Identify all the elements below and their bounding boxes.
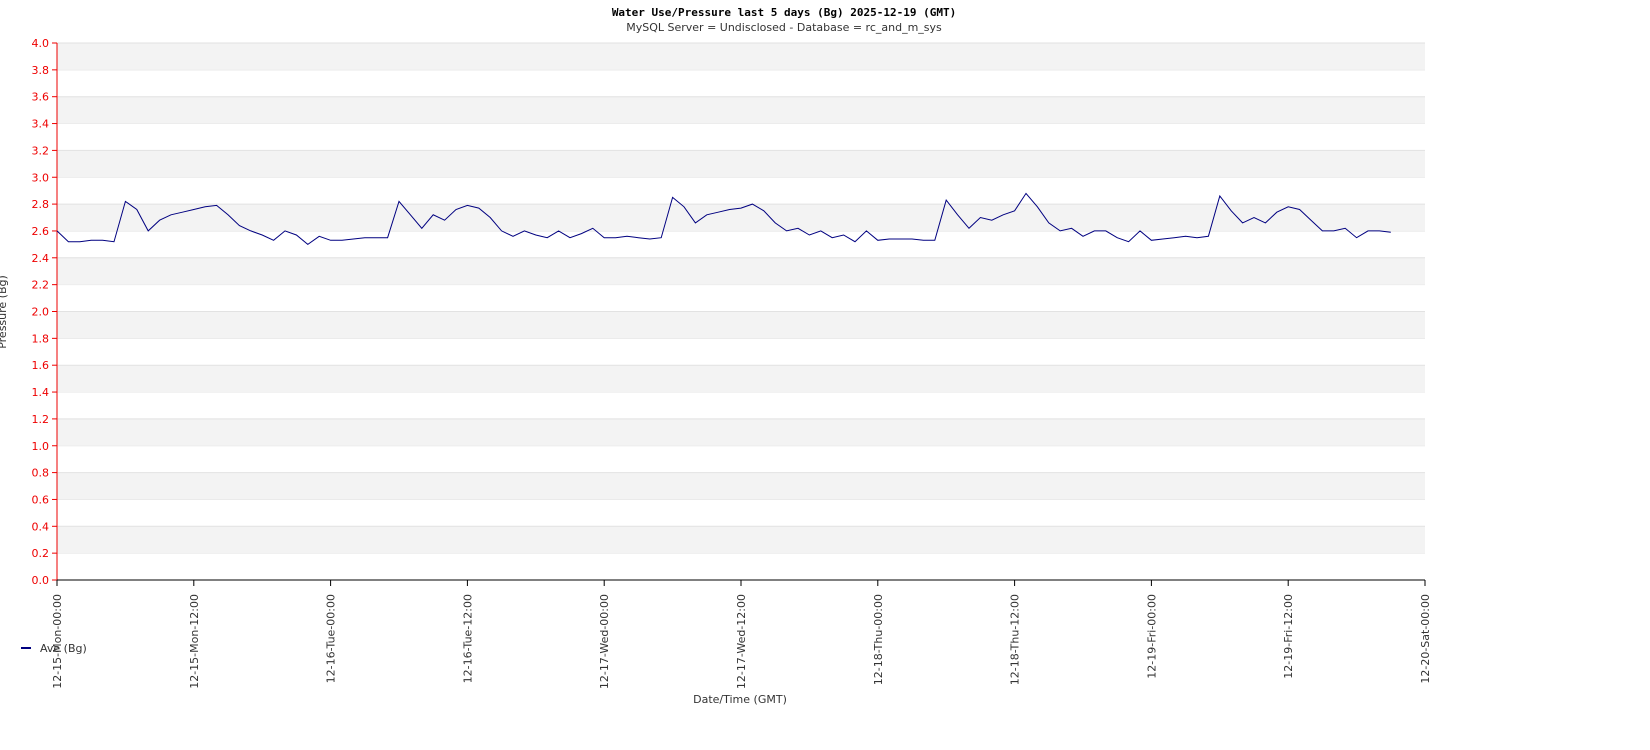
- y-tick-label: 1.0: [32, 440, 50, 453]
- y-tick-label: 0.2: [32, 547, 50, 560]
- x-tick-label: 12-16-Tue-12:00: [461, 594, 474, 683]
- y-tick-label: 2.8: [32, 198, 50, 211]
- x-tick-label: 12-17-Wed-00:00: [598, 594, 611, 689]
- x-tick-label: 12-15-Mon-12:00: [188, 594, 201, 689]
- x-tick-label: 12-19-Fri-12:00: [1282, 594, 1295, 679]
- y-tick-label: 1.2: [32, 413, 50, 426]
- y-tick-label: 4.0: [32, 37, 50, 50]
- grid-band: [57, 418, 1425, 446]
- chart-title: Water Use/Pressure last 5 days (Bg) 2025…: [612, 6, 956, 19]
- grid-band: [57, 43, 1425, 70]
- grid-band: [57, 472, 1425, 500]
- y-tick-label: 1.4: [32, 386, 50, 399]
- y-tick-label: 1.8: [32, 332, 50, 345]
- x-tick-label: 12-15-Mon-00:00: [51, 594, 64, 689]
- y-tick-label: 0.6: [32, 493, 50, 506]
- x-tick-label: 12-20-Sat-00:00: [1419, 594, 1432, 684]
- y-tick-label: 2.6: [32, 225, 50, 238]
- y-tick-label: 3.2: [32, 144, 50, 157]
- y-tick-label: 1.6: [32, 359, 50, 372]
- chart-subtitle: MySQL Server = Undisclosed - Database = …: [626, 21, 942, 34]
- grid-band: [57, 96, 1425, 124]
- x-tick-label: 12-16-Tue-00:00: [325, 594, 338, 683]
- grid-band: [57, 257, 1425, 285]
- y-tick-label: 0.8: [32, 467, 50, 480]
- grid-band: [57, 311, 1425, 339]
- y-tick-label: 2.2: [32, 279, 50, 292]
- grid-band: [57, 526, 1425, 554]
- y-axis-label: Pressure (Bg): [0, 275, 9, 349]
- y-tick-label: 2.0: [32, 306, 50, 319]
- x-tick-label: 12-18-Thu-00:00: [872, 594, 885, 685]
- x-tick-label: 12-18-Thu-12:00: [1009, 594, 1022, 685]
- series-line: [56, 192, 1391, 246]
- y-tick-label: 3.8: [32, 64, 50, 77]
- x-tick-label: 12-17-Wed-12:00: [735, 594, 748, 689]
- y-tick-label: 3.6: [32, 91, 50, 104]
- x-axis-label: Date/Time (GMT): [693, 693, 787, 706]
- y-tick-label: 3.4: [32, 118, 50, 131]
- y-tick-label: 2.4: [32, 252, 50, 265]
- legend-label: Ave (Bg): [40, 642, 87, 655]
- y-tick-label: 3.0: [32, 171, 50, 184]
- y-tick-label: 0.4: [32, 520, 50, 533]
- y-tick-label: 0.0: [32, 574, 50, 587]
- grid-band: [57, 365, 1425, 393]
- grid-band: [57, 150, 1425, 178]
- x-tick-label: 12-19-Fri-00:00: [1145, 594, 1158, 679]
